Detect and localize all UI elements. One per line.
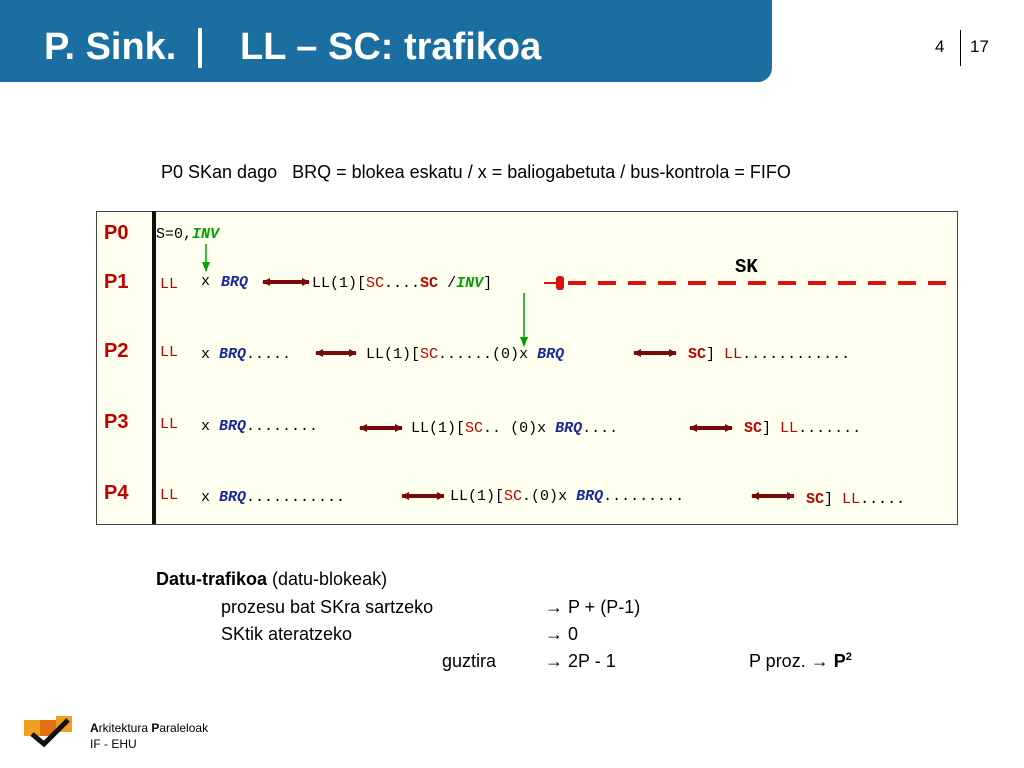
p3-sc-start: SC: [465, 420, 484, 437]
p2-sc: SC: [688, 346, 707, 363]
p3-dots-c: ....: [582, 420, 619, 437]
p3-ll-end: LL: [780, 420, 799, 437]
p1-inv: INV: [456, 275, 484, 292]
p0-s0: S=0,: [156, 226, 193, 243]
page-total: 17: [970, 37, 989, 56]
p4-timeline-c: SC] LL.....: [806, 491, 905, 508]
slide-title: LL – SC: trafikoa: [240, 26, 542, 68]
p1-sc: SC: [420, 275, 439, 292]
p3-dots-b: ..: [483, 420, 502, 437]
title-separator: [198, 28, 202, 68]
p4-dots-d: .....: [860, 491, 906, 508]
p3-dots-d: .......: [798, 420, 862, 437]
p3-brq-1: BRQ: [219, 418, 247, 435]
p3-sc: SC: [744, 420, 763, 437]
traffic-row-exit-label: SKtik ateratzeko: [221, 624, 353, 644]
process-label-p1: P1: [104, 271, 129, 293]
process-label-p4: P4: [104, 482, 129, 504]
p1-ll: LL: [160, 276, 179, 293]
p1-invalid-x: x: [201, 273, 211, 290]
p3-ll: LL: [160, 416, 179, 433]
p3-close: ]: [762, 420, 772, 437]
p1-timeline: LL(1)[SC....SC /INV]: [312, 275, 492, 292]
traffic-row-exit-value: → 0: [545, 624, 579, 644]
p2-dots-a: .....: [246, 346, 292, 363]
p4-ll: LL: [160, 487, 179, 504]
page-divider: [960, 30, 961, 66]
p1-sc-start: SC: [366, 275, 385, 292]
traffic-heading: Datu-trafikoa (datu-blokeak): [156, 569, 388, 589]
p2-timeline-b: LL(1)[SC......(0)x BRQ: [366, 346, 564, 363]
p4-brq-2: BRQ: [576, 488, 604, 505]
p3-brq-2: BRQ: [555, 420, 583, 437]
p2-dots-b: ......: [438, 346, 493, 363]
p2-brq-1: BRQ: [219, 346, 247, 363]
p4-timeline-b: LL(1)[SC.(0)x BRQ.........: [450, 488, 684, 505]
p1-dots: ....: [384, 275, 421, 292]
p2-brq-2: BRQ: [537, 346, 565, 363]
p3-x: x: [201, 418, 211, 435]
p4-ll-end: LL: [842, 491, 861, 508]
critical-section-marker: [556, 276, 564, 290]
p1-brq: BRQ: [221, 274, 249, 291]
traffic-proc-total: P proz. → P2: [749, 651, 852, 671]
footer-line-2: IF - EHU: [90, 737, 137, 751]
p4-x2: x: [558, 488, 568, 505]
p4-ll1: LL(1)[: [450, 488, 505, 505]
p2-zero: (0): [492, 346, 520, 363]
p3-ll1: LL(1)[: [411, 420, 466, 437]
p2-ll: LL: [160, 344, 179, 361]
p3-zero: (0): [510, 420, 538, 437]
p4-close: ]: [824, 491, 834, 508]
p4-timeline-a: x BRQ...........: [201, 489, 345, 506]
p2-ll-end: LL: [724, 346, 743, 363]
p4-brq-1: BRQ: [219, 489, 247, 506]
p1-close: ]: [483, 275, 493, 292]
diagram-legend: P0 SKan dago BRQ = blokea eskatu / x = b…: [161, 162, 791, 182]
traffic-diagram: [96, 211, 958, 525]
p4-x: x: [201, 489, 211, 506]
p2-x2: x: [519, 346, 529, 363]
p4-dots-c: .........: [603, 488, 685, 505]
p0-inv: INV: [192, 226, 220, 243]
p1-ll1: LL(1)[: [312, 275, 367, 292]
process-label-p0: P0: [104, 222, 129, 244]
traffic-row-enter-label: prozesu bat SKra sartzeko: [221, 597, 434, 617]
p0-timeline: S=0,INV: [156, 226, 219, 243]
process-label-p3: P3: [104, 411, 129, 433]
p2-dots-c: ............: [742, 346, 851, 363]
p4-zero: (0): [531, 488, 559, 505]
traffic-row-enter-value: → P + (P-1): [545, 597, 641, 617]
p2-timeline-c: SC] LL............: [688, 346, 850, 363]
page-number: 4: [935, 37, 945, 56]
section-label: P. Sink.: [44, 26, 177, 68]
process-axis: [152, 211, 156, 524]
p4-sc: SC: [806, 491, 825, 508]
footer-line-1: Arkitektura Paraleloak: [90, 721, 209, 735]
p3-timeline-b: LL(1)[SC.. (0)x BRQ....: [411, 420, 618, 437]
p2-close: ]: [706, 346, 716, 363]
p3-dots-a: ........: [246, 418, 319, 435]
p3-timeline-c: SC] LL.......: [744, 420, 861, 437]
p2-timeline-a: x BRQ.....: [201, 346, 291, 363]
p2-ll1: LL(1)[: [366, 346, 421, 363]
title-bar: P. Sink. LL – SC: trafikoa: [0, 0, 772, 82]
process-label-p2: P2: [104, 340, 129, 362]
footer-text: Arkitektura Paraleloak IF - EHU: [90, 720, 208, 752]
p2-sc-start: SC: [420, 346, 439, 363]
p4-dots-b: .: [522, 488, 532, 505]
p1-slash: /: [438, 275, 457, 292]
p2-x: x: [201, 346, 211, 363]
p4-sc-start: SC: [504, 488, 523, 505]
traffic-total-label: guztira: [442, 651, 497, 671]
p3-timeline-a: x BRQ........: [201, 418, 318, 435]
critical-section-label: SK: [735, 256, 758, 278]
traffic-total-value: → 2P - 1: [545, 651, 616, 671]
p4-dots-a: ...........: [246, 489, 346, 506]
logo-icon: [24, 716, 72, 748]
p3-x2: x: [537, 420, 547, 437]
